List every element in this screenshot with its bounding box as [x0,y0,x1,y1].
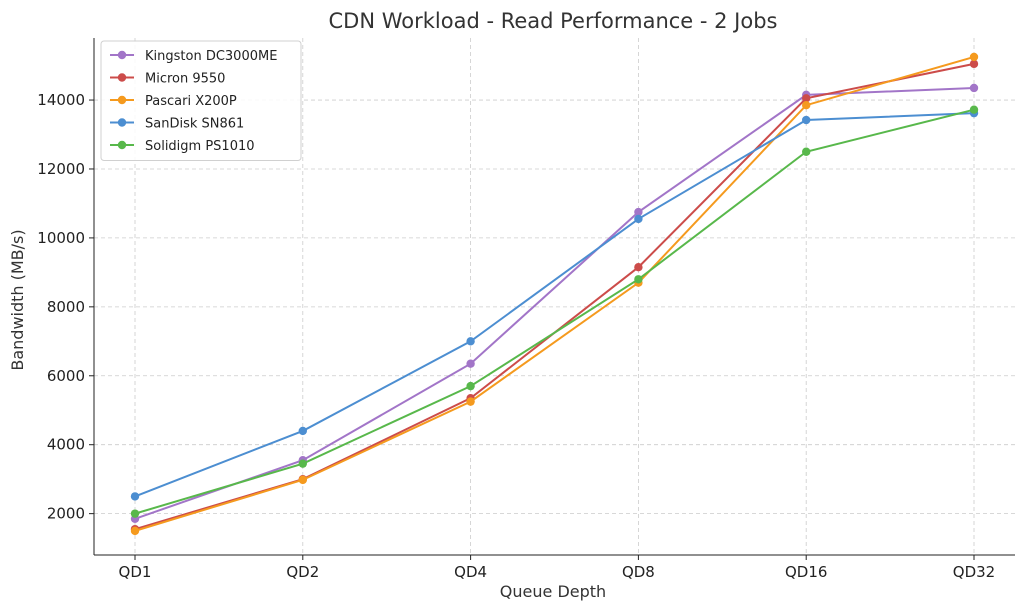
data-point [634,207,643,217]
y-tick-label: 6000 [47,367,85,385]
data-point [466,397,475,406]
legend-label: Pascari X200P [145,94,237,109]
series-sandisk-sn861 [130,108,979,501]
data-point [802,147,811,156]
legend-marker [117,118,127,127]
y-tick-label: 4000 [47,436,85,454]
data-point [130,509,140,518]
data-point [802,115,811,125]
data-point [634,214,643,224]
legend: Kingston DC3000ME Micron 9550 Pascari X200… [100,40,302,161]
legend-marker [117,140,127,150]
grid [94,38,1015,555]
series-lines [130,52,979,536]
x-tick-label: QD32 [953,563,995,581]
legend-label: Kingston DC3000ME [145,49,277,64]
x-tick-label: QD8 [622,563,655,581]
series-line [134,86,975,520]
x-tick-label: QD16 [785,563,827,581]
axes [93,38,1015,556]
legend-item: Solidigm PS1010 [110,139,255,154]
data-point [802,101,811,110]
data-point [466,381,475,391]
data-point [634,263,643,272]
y-tick-label: 8000 [47,298,85,316]
y-tick-label: 12000 [37,160,85,178]
legend-item: Kingston DC3000ME [110,49,277,64]
data-point [130,492,140,501]
tick-labels: 2000 4000 6000 8000 10000 12000 14000 QD1 QD2 QD4… [37,91,995,581]
data-point [802,94,811,103]
data-point [466,337,475,346]
legend-marker [117,50,127,60]
y-tick-label: 14000 [37,91,85,109]
x-tick-label: QD4 [454,563,487,581]
data-point [969,52,979,62]
y-tick-label: 2000 [47,505,85,523]
data-point [298,426,307,436]
series-line [134,55,975,532]
legend-marker [117,95,127,105]
y-axis-label: Bandwidth (MB/s) [8,229,27,370]
legend-label: SanDisk SN861 [145,117,244,132]
data-point [969,59,979,69]
legend-marker [117,73,127,82]
y-tick-label: 10000 [37,229,85,247]
data-point [634,275,643,284]
legend-label: Solidigm PS1010 [145,139,255,154]
legend-item: Pascari X200P [110,94,237,109]
x-tick-label: QD2 [286,563,319,581]
series-solidigm-ps1010 [130,105,979,518]
data-point [969,105,979,114]
data-point [969,83,979,93]
data-point [298,475,307,485]
legend-box [100,40,302,161]
legend-item: SanDisk SN861 [110,117,244,132]
x-axis-label: Queue Depth [500,582,606,601]
data-point [466,359,475,368]
series-line [134,108,975,515]
data-point [298,459,307,468]
series-line [134,112,975,498]
chart-title: CDN Workload - Read Performance - 2 Jobs [329,9,778,33]
legend-label: Micron 9550 [145,72,225,87]
x-tick-label: QD1 [119,563,152,581]
legend-item: Micron 9550 [110,72,225,87]
data-point [130,526,140,536]
